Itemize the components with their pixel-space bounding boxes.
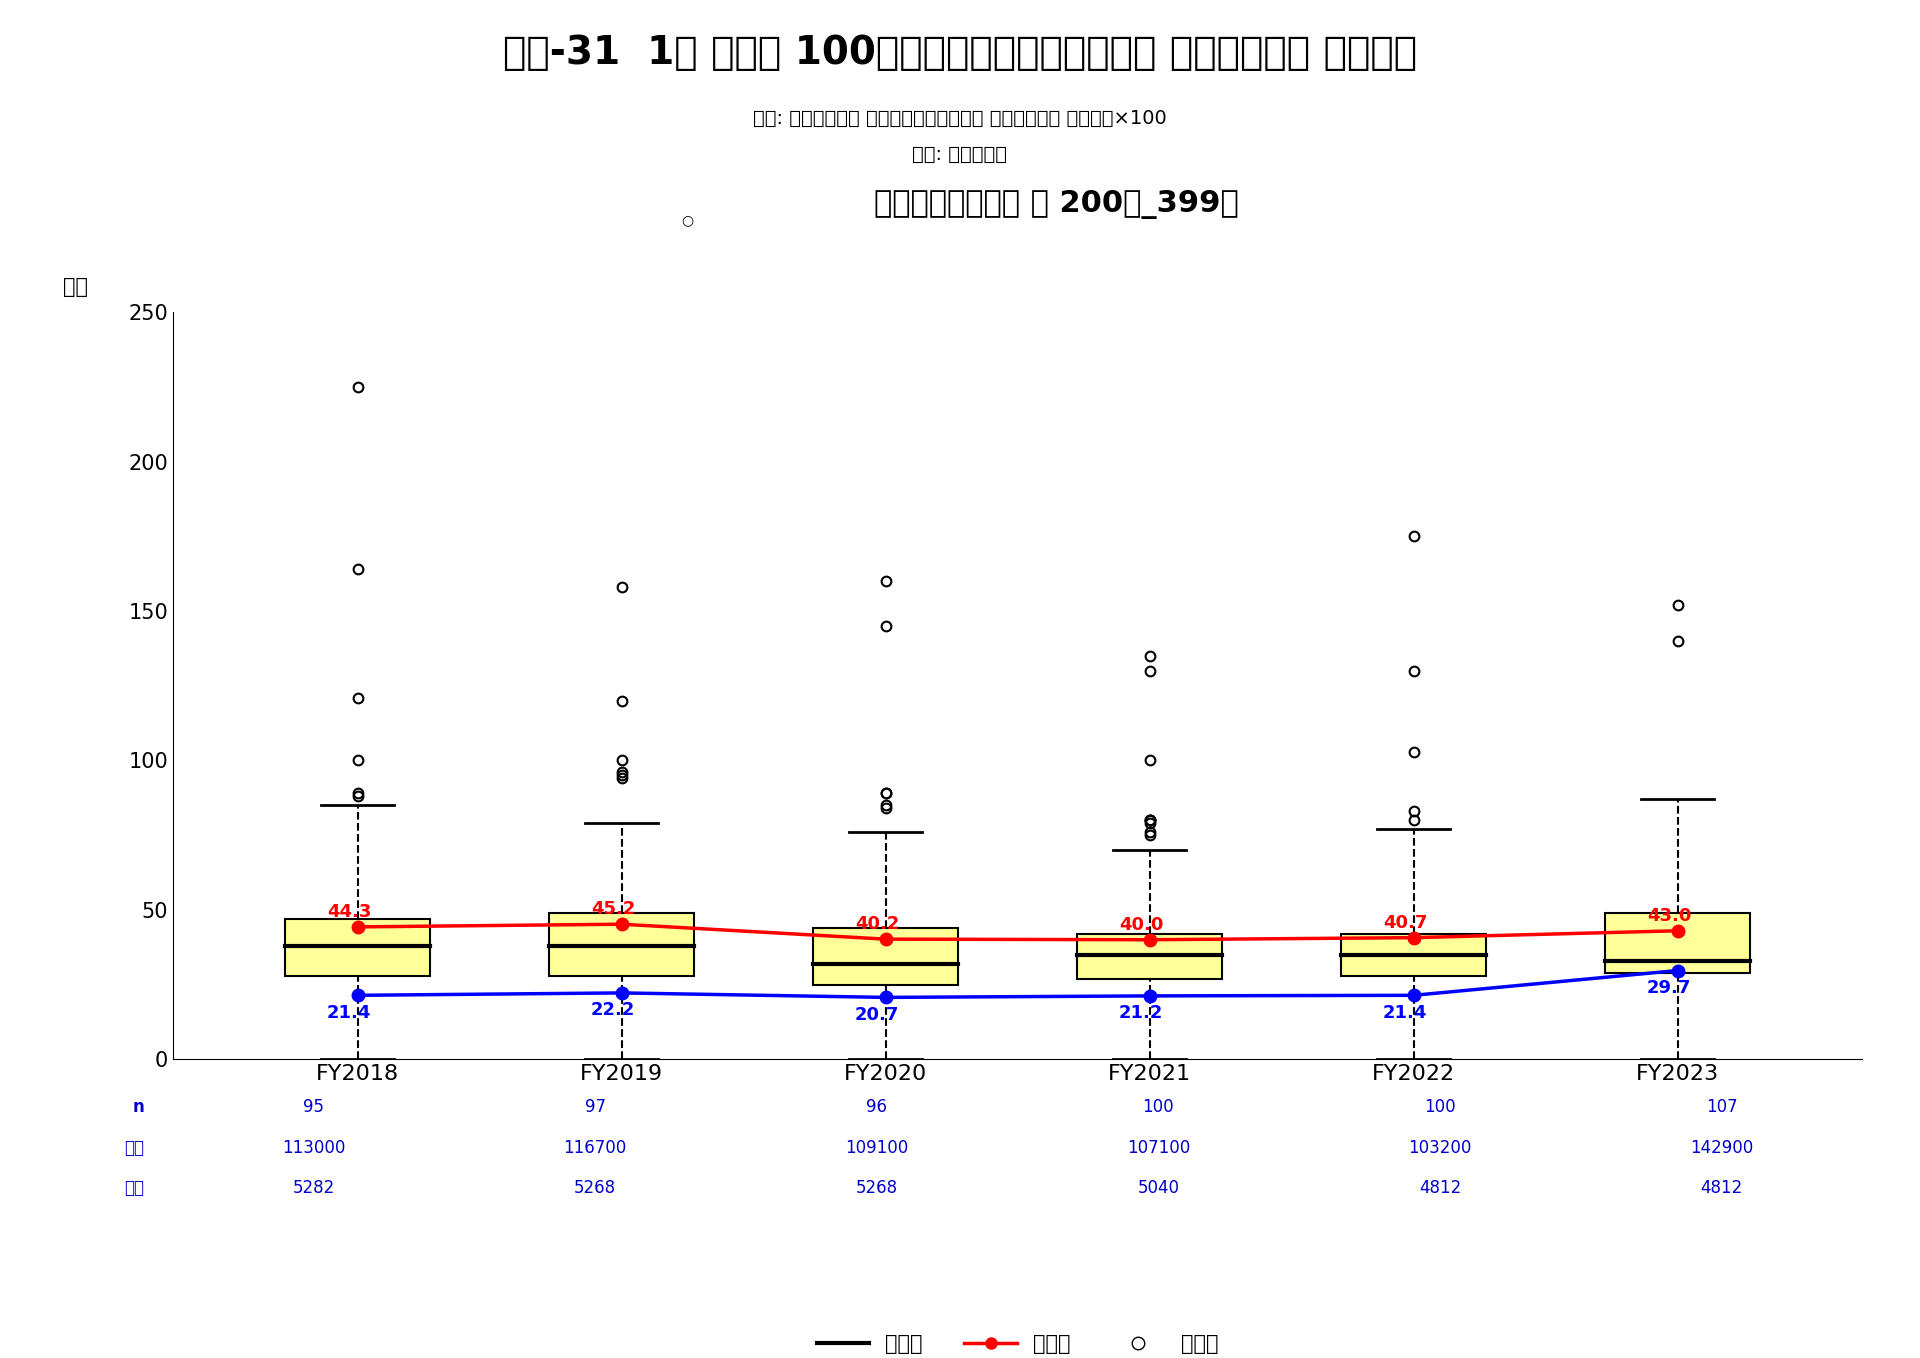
Bar — [812, 928, 958, 985]
Text: 40.2: 40.2 — [854, 915, 899, 933]
Text: 5268: 5268 — [856, 1179, 899, 1198]
Text: n: n — [132, 1097, 144, 1116]
Text: 113000: 113000 — [282, 1138, 346, 1157]
Text: 分子: 調査期間中の 月毎のインシデント・ アクシデント 報告件数×100: 分子: 調査期間中の 月毎のインシデント・ アクシデント 報告件数×100 — [753, 109, 1167, 128]
Bar — [1077, 934, 1223, 979]
Bar — [284, 919, 430, 975]
Text: 107: 107 — [1705, 1097, 1738, 1116]
Text: 40.7: 40.7 — [1382, 914, 1427, 932]
Text: 21.4: 21.4 — [1382, 1004, 1427, 1021]
Text: 分子: 分子 — [125, 1138, 144, 1157]
Text: 5282: 5282 — [292, 1179, 334, 1198]
Text: 21.4: 21.4 — [326, 1004, 371, 1021]
Text: 107100: 107100 — [1127, 1138, 1190, 1157]
Text: 95: 95 — [303, 1097, 324, 1116]
Text: 5268: 5268 — [574, 1179, 616, 1198]
Text: 45.2: 45.2 — [591, 900, 636, 918]
Text: 43.0: 43.0 — [1647, 907, 1692, 925]
Text: 116700: 116700 — [564, 1138, 626, 1157]
Text: 20.7: 20.7 — [854, 1006, 899, 1024]
Text: 100: 100 — [1142, 1097, 1175, 1116]
Text: 97: 97 — [586, 1097, 605, 1116]
Text: 100: 100 — [1425, 1097, 1455, 1116]
Legend: 中央値, 平均値, 外れ値: 中央値, 平均値, 外れ値 — [808, 1325, 1227, 1358]
Text: 22.2: 22.2 — [591, 1001, 636, 1018]
Text: 件－: 件－ — [63, 277, 88, 297]
Bar — [1605, 913, 1751, 972]
Text: 103200: 103200 — [1407, 1138, 1473, 1157]
Text: 分母: 分母 — [125, 1179, 144, 1198]
Text: 一般-31  1か 月間・ 100床当たりのインシデント・ アクシデント 報告件数: 一般-31 1か 月間・ 100床当たりのインシデント・ アクシデント 報告件数 — [503, 34, 1417, 72]
Text: 21.2: 21.2 — [1119, 1004, 1164, 1023]
Text: 44.3: 44.3 — [326, 903, 371, 921]
Text: 96: 96 — [866, 1097, 887, 1116]
Text: 109100: 109100 — [845, 1138, 908, 1157]
Text: 5040: 5040 — [1137, 1179, 1179, 1198]
Text: 4812: 4812 — [1419, 1179, 1461, 1198]
Text: ○: ○ — [682, 213, 693, 227]
Bar — [549, 913, 695, 975]
Text: 4812: 4812 — [1701, 1179, 1743, 1198]
Text: 29.7: 29.7 — [1647, 979, 1692, 997]
Text: 142900: 142900 — [1690, 1138, 1753, 1157]
Text: 市立大津市民病院 ／ 200床_399床: 市立大津市民病院 ／ 200床_399床 — [874, 190, 1238, 219]
Text: 分母: 許可病床数: 分母: 許可病床数 — [912, 145, 1008, 164]
Text: 40.0: 40.0 — [1119, 917, 1164, 934]
Bar — [1340, 934, 1486, 975]
